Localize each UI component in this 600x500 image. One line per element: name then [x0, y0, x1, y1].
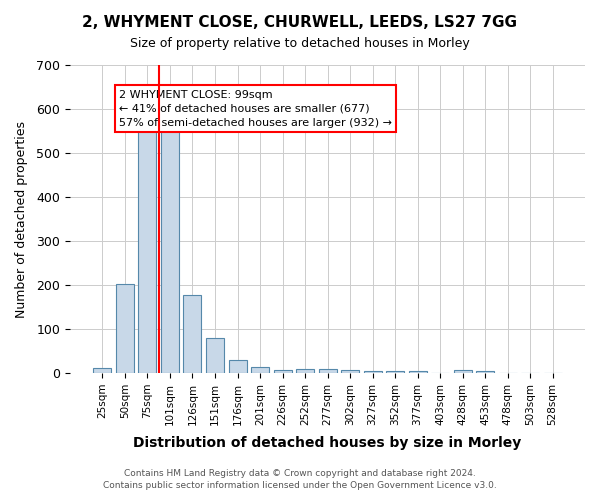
Bar [251, 368, 269, 373]
Bar [409, 372, 427, 373]
Text: 2 WHYMENT CLOSE: 99sqm
← 41% of detached houses are smaller (677)
57% of semi-de: 2 WHYMENT CLOSE: 99sqm ← 41% of detached… [119, 90, 392, 128]
Text: Size of property relative to detached houses in Morley: Size of property relative to detached ho… [130, 38, 470, 51]
Text: 2, WHYMENT CLOSE, CHURWELL, LEEDS, LS27 7GG: 2, WHYMENT CLOSE, CHURWELL, LEEDS, LS27 … [83, 15, 517, 30]
X-axis label: Distribution of detached houses by size in Morley: Distribution of detached houses by size … [133, 436, 521, 450]
Bar [386, 371, 404, 373]
Bar [206, 338, 224, 373]
Y-axis label: Number of detached properties: Number of detached properties [15, 120, 28, 318]
Bar [116, 284, 134, 373]
Bar [184, 294, 202, 373]
Bar [229, 360, 247, 373]
Bar [364, 371, 382, 373]
Bar [341, 370, 359, 373]
Bar [139, 130, 157, 373]
Bar [161, 128, 179, 373]
Bar [476, 371, 494, 373]
Bar [454, 370, 472, 373]
Bar [319, 368, 337, 373]
Bar [274, 370, 292, 373]
Text: Contains HM Land Registry data © Crown copyright and database right 2024.
Contai: Contains HM Land Registry data © Crown c… [103, 468, 497, 490]
Bar [296, 368, 314, 373]
Bar [94, 368, 112, 373]
